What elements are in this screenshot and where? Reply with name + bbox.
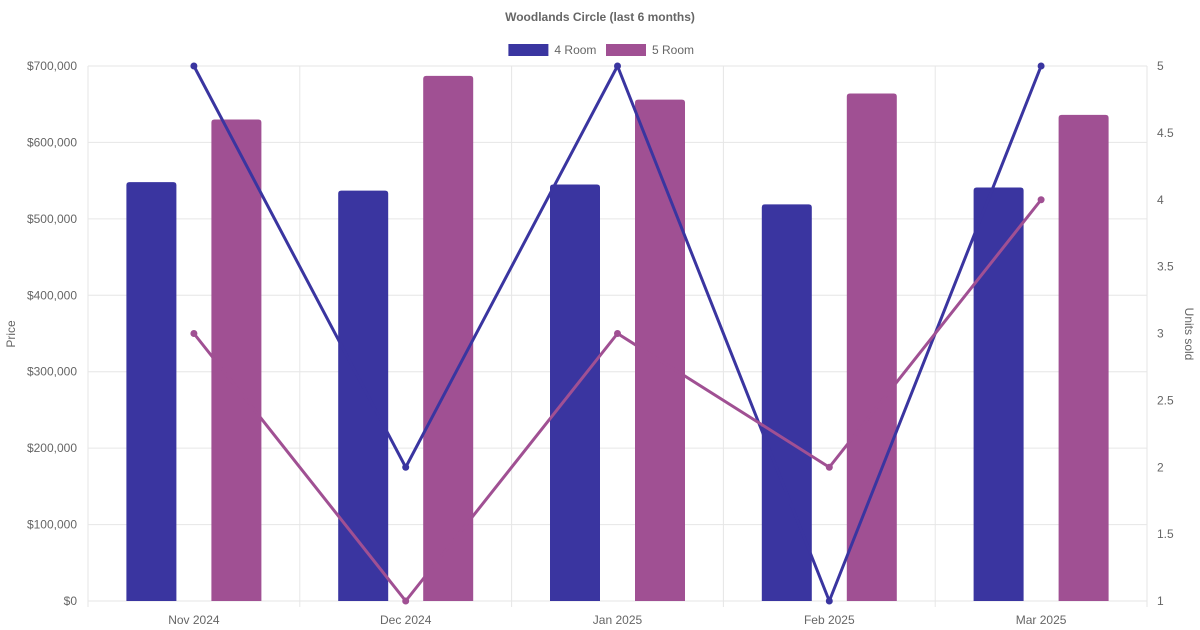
point-4-room-units-sold bbox=[402, 463, 410, 471]
right-tick-label: 1 bbox=[1157, 594, 1164, 608]
point-5-room-units-sold bbox=[190, 330, 198, 337]
right-tick-label: 5 bbox=[1157, 59, 1164, 73]
left-tick-label: $700,000 bbox=[27, 59, 77, 73]
bar-5-room bbox=[1058, 114, 1109, 602]
right-tick-label: 1.5 bbox=[1157, 527, 1174, 541]
bar-4-room bbox=[550, 184, 600, 601]
bar-5-room bbox=[846, 93, 897, 601]
legend-swatch bbox=[508, 44, 549, 56]
legend-swatch bbox=[606, 44, 646, 56]
bars bbox=[126, 75, 1109, 602]
line-5-room-units-sold bbox=[192, 198, 1043, 603]
x-tick-label: Mar 2025 bbox=[1016, 613, 1067, 627]
legend-label: 4 Room bbox=[554, 43, 596, 57]
point-4-room-units-sold bbox=[190, 62, 198, 70]
right-tick-label: 2.5 bbox=[1157, 393, 1174, 407]
point-5-room-units-sold bbox=[825, 463, 833, 471]
right-axis-title: Units sold bbox=[1182, 308, 1196, 361]
right-tick-label: 2 bbox=[1157, 460, 1164, 474]
point-4-room-units-sold bbox=[1037, 62, 1045, 70]
point-4-room-units-sold bbox=[614, 62, 621, 70]
bar-5-room bbox=[635, 99, 685, 601]
left-tick-label: $400,000 bbox=[27, 288, 77, 302]
bar-4-room bbox=[761, 204, 812, 602]
chart-title: Woodlands Circle (last 6 months) bbox=[505, 10, 695, 24]
left-tick-label: $100,000 bbox=[27, 518, 77, 532]
lines bbox=[190, 62, 1045, 605]
left-tick-label: $0 bbox=[64, 594, 78, 608]
x-tick-label: Nov 2024 bbox=[168, 613, 220, 627]
legend: 4 Room 5 Room bbox=[508, 43, 694, 57]
bar-4-room bbox=[338, 190, 389, 602]
x-tick-label: Jan 2025 bbox=[593, 613, 643, 627]
right-tick-label: 3.5 bbox=[1157, 260, 1174, 274]
bar-5-room bbox=[423, 75, 474, 601]
left-tick-label: $600,000 bbox=[27, 135, 77, 149]
left-axis: $0 $100,000 $200,000 $300,000 $400,000 $500,0… bbox=[27, 59, 77, 608]
point-5-room-units-sold bbox=[614, 330, 621, 337]
left-tick-label: $500,000 bbox=[27, 212, 77, 226]
right-axis: 1 1.5 2 2.5 3 3.5 4 4.5 5 bbox=[1157, 59, 1174, 608]
left-tick-label: $200,000 bbox=[27, 441, 77, 455]
bar-4-room bbox=[126, 182, 177, 601]
right-tick-label: 4 bbox=[1157, 193, 1164, 207]
x-tick-label: Dec 2024 bbox=[380, 613, 432, 627]
bar-4-room bbox=[973, 187, 1024, 601]
left-axis-title: Price bbox=[4, 320, 18, 348]
legend-label: 5 Room bbox=[652, 43, 694, 57]
x-tick-label: Feb 2025 bbox=[804, 613, 855, 627]
left-tick-label: $300,000 bbox=[27, 365, 77, 379]
x-axis: Nov 2024 Dec 2024 Jan 2025 Feb 2025 Mar 2025 bbox=[168, 613, 1067, 627]
point-4-room-units-sold bbox=[825, 597, 833, 605]
bar-5-room bbox=[211, 119, 262, 601]
point-5-room-units-sold bbox=[402, 597, 410, 605]
right-tick-label: 4.5 bbox=[1157, 126, 1174, 140]
right-tick-label: 3 bbox=[1157, 327, 1164, 341]
point-5-room-units-sold bbox=[1037, 196, 1045, 204]
